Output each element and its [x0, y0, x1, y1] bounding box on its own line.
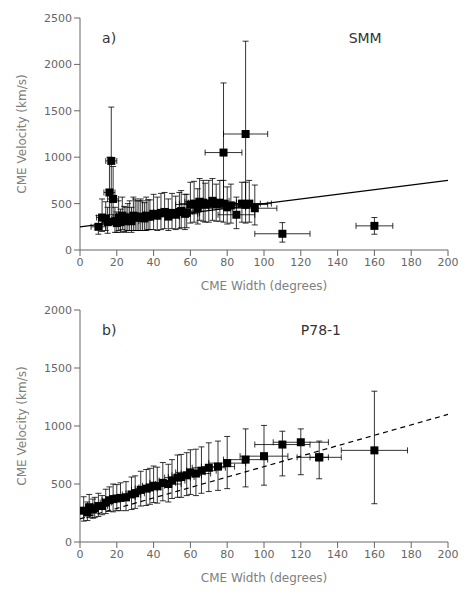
svg-text:160: 160 — [364, 548, 385, 561]
svg-text:200: 200 — [438, 256, 459, 269]
html-text:SMM: SMM — [348, 29, 382, 46]
svg-text:CME Width (degrees): CME Width (degrees) — [201, 571, 327, 585]
svg-text:500: 500 — [51, 478, 72, 491]
html-text:P78-1: P78-1 — [300, 321, 341, 338]
svg-text:CME Width (degrees): CME Width (degrees) — [201, 279, 327, 293]
svg-text:180: 180 — [401, 256, 422, 269]
svg-text:CME Velocity (km/s): CME Velocity (km/s) — [15, 74, 29, 193]
svg-text:40: 40 — [147, 548, 161, 561]
svg-text:20: 20 — [110, 548, 124, 561]
svg-text:140: 140 — [327, 256, 348, 269]
svg-text:1000: 1000 — [44, 151, 72, 164]
svg-text:80: 80 — [220, 548, 234, 561]
svg-text:20: 20 — [110, 256, 124, 269]
svg-text:180: 180 — [401, 548, 422, 561]
svg-text:CME Velocity (km/s): CME Velocity (km/s) — [15, 366, 29, 485]
svg-text:60: 60 — [183, 548, 197, 561]
svg-text:1500: 1500 — [44, 105, 72, 118]
svg-text:1500: 1500 — [44, 362, 72, 375]
svg-text:200: 200 — [438, 548, 459, 561]
svg-text:0: 0 — [65, 244, 72, 257]
svg-text:100: 100 — [254, 256, 275, 269]
svg-text:80: 80 — [220, 256, 234, 269]
svg-text:2000: 2000 — [44, 58, 72, 71]
svg-text:0: 0 — [77, 548, 84, 561]
svg-text:140: 140 — [327, 548, 348, 561]
svg-text:60: 60 — [183, 256, 197, 269]
svg-text:120: 120 — [290, 256, 311, 269]
svg-text:2500: 2500 — [44, 12, 72, 25]
svg-text:160: 160 — [364, 256, 385, 269]
svg-text:2000: 2000 — [44, 304, 72, 317]
svg-text:100: 100 — [254, 548, 275, 561]
svg-text:40: 40 — [147, 256, 161, 269]
svg-text:1000: 1000 — [44, 420, 72, 433]
html-text:b): b) — [102, 321, 117, 338]
svg-text:120: 120 — [290, 548, 311, 561]
svg-text:500: 500 — [51, 198, 72, 211]
html-text:a): a) — [102, 29, 117, 46]
svg-text:0: 0 — [65, 536, 72, 549]
svg-text:0: 0 — [77, 256, 84, 269]
